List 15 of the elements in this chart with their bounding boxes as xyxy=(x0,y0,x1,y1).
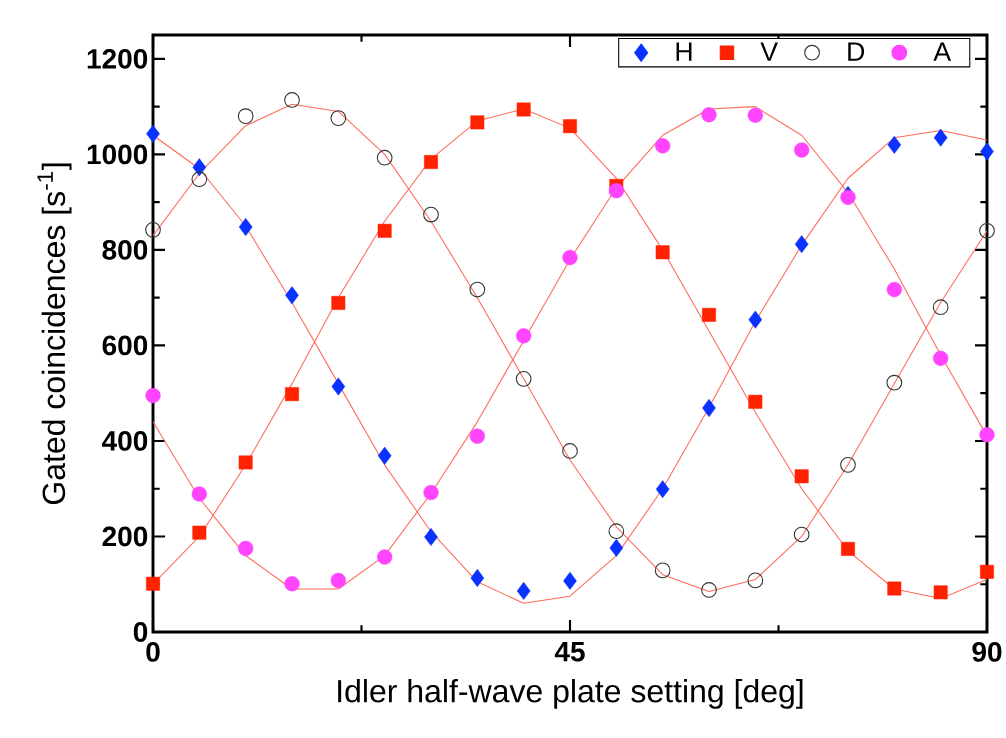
y-axis-title: Gated coincidences [s$^{-1}$] xyxy=(37,163,72,505)
y-tick-label: 1000 xyxy=(87,144,148,165)
y-tick-label: 1200 xyxy=(87,48,148,69)
legend-label: D xyxy=(848,42,865,61)
y-tick-label: 400 xyxy=(102,431,148,451)
y-tick-label: 200 xyxy=(102,526,148,547)
y-tick-label: 800 xyxy=(102,239,148,260)
y-tick-label: 600 xyxy=(102,335,148,356)
x-tick-label: 90 xyxy=(972,642,1002,662)
legend-label: H xyxy=(676,42,692,61)
y-tick-label: 0 xyxy=(133,622,148,642)
x-tick-label: 45 xyxy=(554,642,585,662)
legend-label: V xyxy=(760,42,778,61)
x-axis-title: Idler half-wave plate setting [deg] xyxy=(338,679,803,709)
legend-label: A xyxy=(933,42,952,61)
